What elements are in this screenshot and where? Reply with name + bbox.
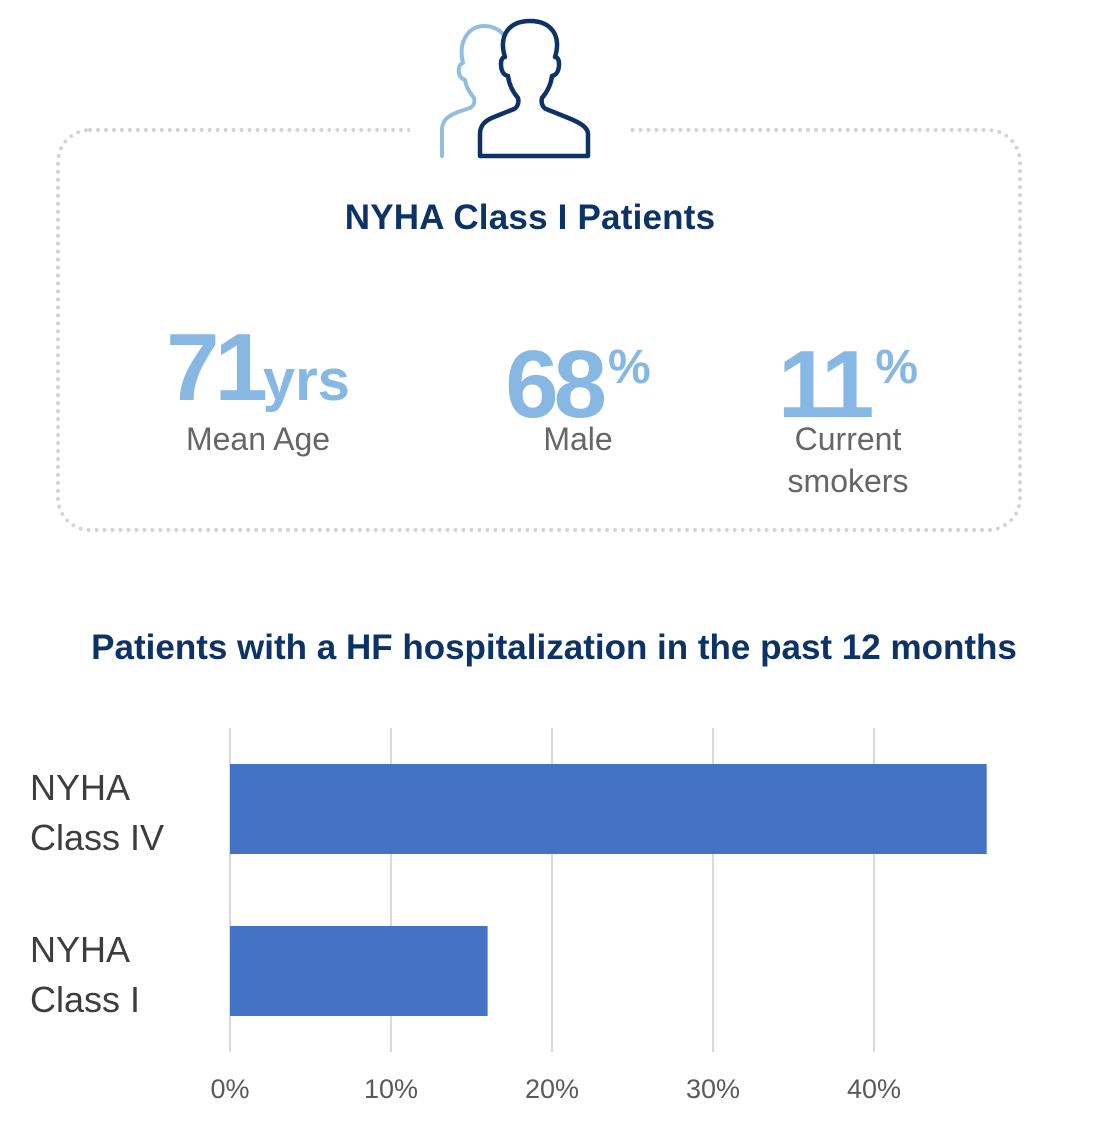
category-label: NYHA: [30, 767, 130, 808]
stat-unit: %: [608, 341, 651, 394]
card-title: NYHA Class I Patients: [344, 198, 716, 237]
stat-value: 11%: [698, 318, 998, 435]
bars: [230, 764, 987, 1016]
category-labels: NYHA Class IV NYHA Class I: [30, 767, 164, 1020]
stat-value: 71yrs: [108, 318, 408, 418]
tick-label: 10%: [364, 1074, 418, 1104]
tick-label: 20%: [525, 1074, 579, 1104]
category-label: Class IV: [30, 817, 164, 858]
stat-current-smokers: 11% Current smokers: [698, 318, 998, 502]
stat-unit: yrs: [262, 348, 350, 413]
tick-labels: 0% 10% 20% 30% 40%: [210, 1074, 901, 1104]
tick-label: 0%: [210, 1074, 249, 1104]
category-label: NYHA: [30, 929, 130, 970]
users-icon: [440, 18, 591, 159]
stat-label: Male: [543, 421, 613, 457]
chart-title: Patients with a HF hospitalization in th…: [91, 628, 1017, 667]
bar: [230, 764, 987, 854]
user-front-icon: [477, 18, 591, 159]
bar-chart: NYHA Class IV NYHA Class I 0% 10% 20% 30% 40%: [30, 728, 987, 1104]
stat-label-line-2: smokers: [787, 463, 909, 499]
user-back-icon: [440, 24, 508, 158]
stat-unit: %: [875, 341, 919, 394]
stat-label: Mean Age: [185, 421, 331, 457]
stat-value: 68%: [428, 318, 728, 435]
bar: [230, 926, 488, 1016]
stat-male: 68% Male: [428, 318, 728, 460]
category-label: Class I: [30, 979, 140, 1020]
tick-label: 40%: [847, 1074, 901, 1104]
stat-mean-age: 71yrs Mean Age: [108, 318, 408, 460]
tick-label: 30%: [686, 1074, 740, 1104]
stat-number: 71: [166, 314, 268, 421]
stat-number: 68: [505, 331, 607, 438]
stat-number: 11: [777, 331, 875, 438]
stat-label-line-1: Current: [794, 421, 902, 457]
